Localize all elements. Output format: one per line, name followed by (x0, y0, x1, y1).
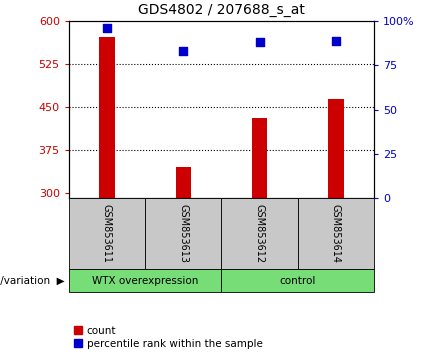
FancyBboxPatch shape (145, 198, 221, 269)
Text: GSM853614: GSM853614 (331, 204, 341, 263)
Point (256, 40, 263, 45)
Text: genotype/variation  ▶: genotype/variation ▶ (0, 275, 64, 286)
Legend: count, percentile rank within the sample: count, percentile rank within the sample (74, 326, 262, 349)
Bar (252, 118, 267, 198)
FancyBboxPatch shape (69, 198, 145, 269)
Text: GSM853612: GSM853612 (255, 204, 264, 263)
Text: WTX overexpression: WTX overexpression (92, 275, 198, 286)
FancyBboxPatch shape (69, 269, 221, 292)
Point (332, 38, 339, 44)
FancyBboxPatch shape (221, 269, 374, 292)
Bar (329, 99, 344, 198)
Point (180, 48, 187, 54)
Point (104, 25, 111, 31)
Text: GSM853613: GSM853613 (178, 204, 188, 263)
Text: GSM853611: GSM853611 (102, 204, 112, 263)
Bar (176, 167, 191, 198)
FancyBboxPatch shape (221, 198, 298, 269)
Title: GDS4802 / 207688_s_at: GDS4802 / 207688_s_at (138, 4, 305, 17)
Bar (99, 37, 114, 198)
Text: control: control (280, 275, 316, 286)
FancyBboxPatch shape (298, 198, 374, 269)
